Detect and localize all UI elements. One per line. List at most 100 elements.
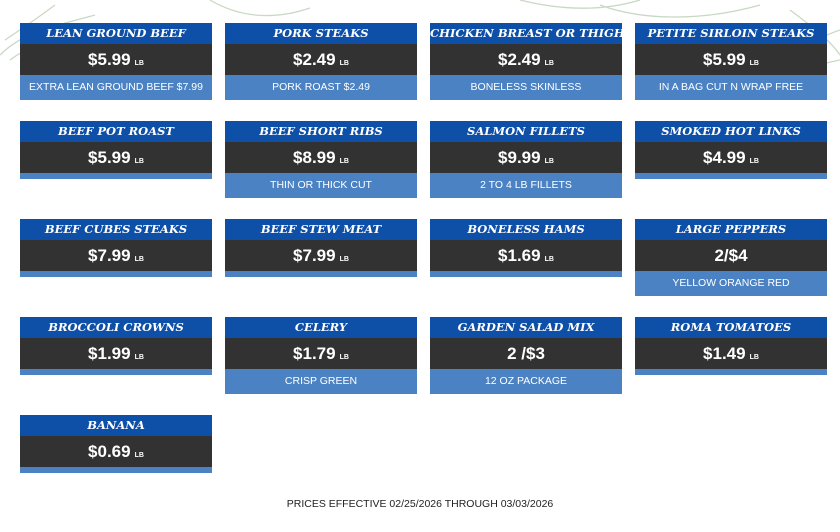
product-description: EXTRA LEAN GROUND BEEF $7.99 [20, 75, 212, 100]
product-card: SALMON FILLETS $9.99 LB 2 TO 4 LB FILLETS [430, 121, 622, 198]
product-description [20, 467, 212, 473]
product-description: 12 OZ PACKAGE [430, 369, 622, 394]
product-description [20, 271, 212, 277]
product-description: PORK ROAST $2.49 [225, 75, 417, 100]
product-card: SMOKED HOT LINKS $4.99 LB [635, 121, 827, 179]
price-unit: LB [339, 59, 349, 67]
product-card: BEEF CUBES STEAKS $7.99 LB [20, 219, 212, 277]
product-price: $7.99 LB [225, 240, 417, 271]
product-description: BONELESS SKINLESS [430, 75, 622, 100]
product-description: CRISP GREEN [225, 369, 417, 394]
product-card: PETITE SIRLOIN STEAKS $5.99 LB IN A BAG CUT… [635, 23, 827, 100]
product-description [225, 271, 417, 277]
product-description: IN A BAG CUT N WRAP FREE [635, 75, 827, 100]
product-name: CELERY [225, 317, 417, 338]
price-amount: $0.69 [88, 441, 131, 461]
product-price: $2.49 LB [225, 44, 417, 75]
price-unit: LB [544, 157, 554, 165]
product-name: PETITE SIRLOIN STEAKS [635, 23, 827, 44]
price-amount: $1.69 [498, 245, 541, 265]
price-amount: $7.99 [293, 245, 336, 265]
product-description [20, 173, 212, 179]
product-name: BANANA [20, 415, 212, 436]
product-price: $5.99 LB [635, 44, 827, 75]
product-card: GARDEN SALAD MIX 2 /$3 12 OZ PACKAGE [430, 317, 622, 394]
product-card: CHICKEN BREAST OR THIGHS $2.49 LB BONELESS … [430, 23, 622, 100]
price-amount: $7.99 [88, 245, 131, 265]
price-unit: LB [134, 157, 144, 165]
product-name: BEEF CUBES STEAKS [20, 219, 212, 240]
price-amount: $1.49 [703, 343, 746, 363]
price-unit: LB [339, 255, 349, 263]
product-card: BONELESS HAMS $1.69 LB [430, 219, 622, 277]
product-price: $5.99 LB [20, 44, 212, 75]
product-price: $9.99 LB [430, 142, 622, 173]
price-amount: $2.49 [498, 49, 541, 69]
price-effective-dates: PRICES EFFECTIVE 02/25/2026 THROUGH 03/0… [286, 498, 554, 510]
product-card: BANANA $0.69 LB [20, 415, 212, 473]
product-description [20, 369, 212, 375]
product-price: $1.79 LB [225, 338, 417, 369]
product-card: BEEF POT ROAST $5.99 LB [20, 121, 212, 179]
product-card: BROCCOLI CROWNS $1.99 LB [20, 317, 212, 375]
product-name: SALMON FILLETS [430, 121, 622, 142]
product-name: LARGE PEPPERS [635, 219, 827, 240]
product-name: SMOKED HOT LINKS [635, 121, 827, 142]
product-price: $8.99 LB [225, 142, 417, 173]
price-amount: 2 /$3 [507, 343, 545, 363]
price-unit: LB [339, 353, 349, 361]
price-amount: $5.99 [88, 147, 131, 167]
product-name: GARDEN SALAD MIX [430, 317, 622, 338]
price-unit: LB [749, 157, 759, 165]
price-unit: LB [134, 451, 144, 459]
product-name: BEEF SHORT RIBS [225, 121, 417, 142]
price-unit: LB [749, 59, 759, 67]
product-price: 2/$4 [635, 240, 827, 271]
price-amount: $1.99 [88, 343, 131, 363]
product-name: BEEF STEW MEAT [225, 219, 417, 240]
product-card: LEAN GROUND BEEF $5.99 LB EXTRA LEAN GROUND… [20, 23, 212, 100]
price-amount: $4.99 [703, 147, 746, 167]
price-amount: $5.99 [703, 49, 746, 69]
product-name: CHICKEN BREAST OR THIGHS [430, 23, 622, 44]
product-price: 2 /$3 [430, 338, 622, 369]
product-card: LARGE PEPPERS 2/$4 YELLOW ORANGE RED [635, 219, 827, 296]
product-description [635, 173, 827, 179]
product-price: $7.99 LB [20, 240, 212, 271]
price-unit: LB [339, 157, 349, 165]
product-name: BONELESS HAMS [430, 219, 622, 240]
price-amount: $9.99 [498, 147, 541, 167]
price-amount: $5.99 [88, 49, 131, 69]
product-description [430, 271, 622, 277]
price-unit: LB [544, 255, 554, 263]
product-price: $1.49 LB [635, 338, 827, 369]
product-price: $1.69 LB [430, 240, 622, 271]
product-price: $1.99 LB [20, 338, 212, 369]
product-description: YELLOW ORANGE RED [635, 271, 827, 296]
price-amount: $2.49 [293, 49, 336, 69]
product-price: $0.69 LB [20, 436, 212, 467]
price-unit: LB [544, 59, 554, 67]
product-card: PORK STEAKS $2.49 LB PORK ROAST $2.49 [225, 23, 417, 100]
price-unit: LB [134, 255, 144, 263]
price-unit: LB [134, 59, 144, 67]
product-name: BROCCOLI CROWNS [20, 317, 212, 338]
product-card: CELERY $1.79 LB CRISP GREEN [225, 317, 417, 394]
specials-grid: LEAN GROUND BEEF $5.99 LB EXTRA LEAN GROUND… [20, 23, 827, 513]
product-price: $5.99 LB [20, 142, 212, 173]
product-card: ROMA TOMATOES $1.49 LB [635, 317, 827, 375]
product-name: LEAN GROUND BEEF [20, 23, 212, 44]
product-name: PORK STEAKS [225, 23, 417, 44]
product-description: THIN OR THICK CUT [225, 173, 417, 198]
price-amount: $8.99 [293, 147, 336, 167]
product-description: 2 TO 4 LB FILLETS [430, 173, 622, 198]
product-price: $2.49 LB [430, 44, 622, 75]
price-unit: LB [749, 353, 759, 361]
price-unit: LB [134, 353, 144, 361]
price-amount: $1.79 [293, 343, 336, 363]
product-description [635, 369, 827, 375]
product-card: BEEF SHORT RIBS $8.99 LB THIN OR THICK CUT [225, 121, 417, 198]
product-name: BEEF POT ROAST [20, 121, 212, 142]
product-card: BEEF STEW MEAT $7.99 LB [225, 219, 417, 277]
product-price: $4.99 LB [635, 142, 827, 173]
